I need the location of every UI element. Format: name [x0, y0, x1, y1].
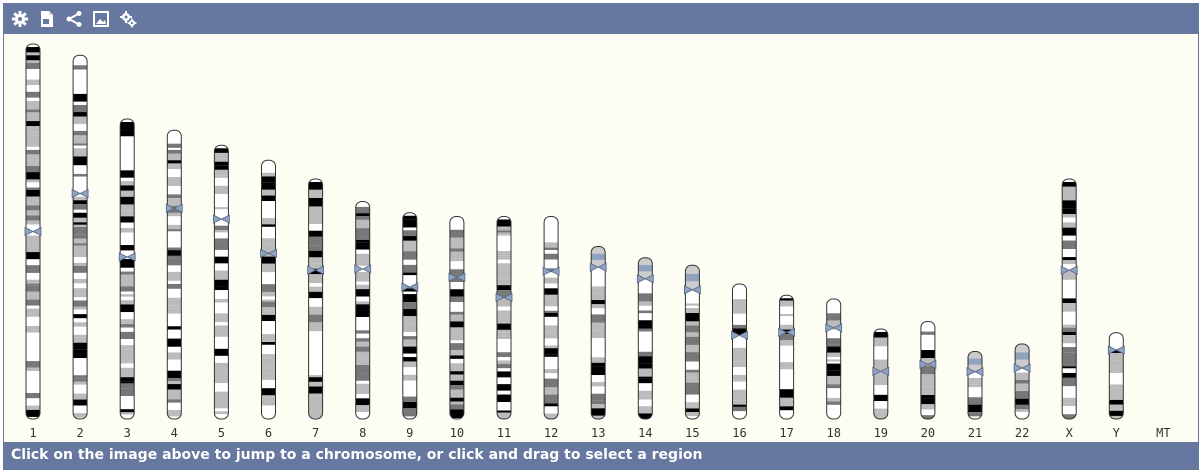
chromosome-2[interactable] [71, 54, 89, 420]
chromosome-label-8[interactable]: 8 [359, 426, 366, 440]
chromosome-label-18[interactable]: 18 [826, 426, 840, 440]
chromosome-3[interactable] [118, 118, 136, 422]
chromosome-7[interactable] [307, 178, 324, 420]
chromosome-label-9[interactable]: 9 [406, 426, 413, 440]
chromosome-8[interactable] [354, 201, 372, 420]
export-button[interactable] [37, 9, 57, 29]
chromosome-4[interactable] [165, 129, 183, 420]
chromosome-label-17[interactable]: 17 [779, 426, 793, 440]
chromosome-1[interactable] [24, 43, 42, 420]
chromosome-14[interactable] [636, 257, 654, 422]
instructions-text: Click on the image above to jump to a ch… [11, 447, 703, 463]
chromosome-17[interactable] [778, 294, 795, 420]
share-button[interactable] [64, 9, 84, 29]
chromosome-19[interactable] [872, 328, 890, 420]
chromosome-22[interactable] [1013, 343, 1031, 420]
gear-icon [12, 11, 28, 27]
karyotype-panel: 1 2 3 4 5 6 7 8 9 10 11 12 13 14 15 16 17 18 19 20 21 22 X Y MT … [3, 3, 1199, 470]
chromosome-label-15[interactable]: 15 [685, 426, 699, 440]
chromosome-label-14[interactable]: 14 [638, 426, 652, 440]
chromosome-16[interactable] [731, 283, 748, 420]
chromosome-12[interactable] [542, 216, 560, 422]
chromosome-label-21[interactable]: 21 [968, 426, 982, 440]
chromosome-15[interactable] [684, 264, 701, 420]
chromosome-11[interactable] [495, 216, 513, 420]
chromosome-5[interactable] [213, 144, 230, 420]
chromosome-label-16[interactable]: 16 [732, 426, 746, 440]
chromosome-label-y[interactable]: Y [1113, 426, 1121, 440]
chromosome-18[interactable] [825, 298, 843, 420]
chromosome-20[interactable] [919, 321, 937, 423]
instructions-bar: Click on the image above to jump to a ch… [4, 442, 1198, 469]
chromosome-label-3[interactable]: 3 [124, 426, 131, 440]
image-button[interactable] [91, 9, 111, 29]
chromosome-label-5[interactable]: 5 [218, 426, 225, 440]
chromosome-21[interactable] [966, 351, 984, 420]
configure-button[interactable] [10, 9, 30, 29]
chromosome-label-2[interactable]: 2 [76, 426, 83, 440]
chromosome-6[interactable] [260, 159, 277, 420]
chromosome-9[interactable] [401, 212, 419, 420]
share-icon [66, 11, 82, 27]
chromosome-label-11[interactable]: 11 [497, 426, 511, 440]
karyotype-image[interactable]: 1 2 3 4 5 6 7 8 9 10 11 12 13 14 15 16 17 18 19 20 21 22 X Y MT [4, 34, 1200, 444]
chromosome-label-mt[interactable]: MT [1156, 426, 1170, 440]
chromosome-label-13[interactable]: 13 [591, 426, 605, 440]
chromosome-label-12[interactable]: 12 [544, 426, 558, 440]
chromosome-10[interactable] [448, 216, 466, 420]
chromosome-label-6[interactable]: 6 [265, 426, 272, 440]
export-image-icon [41, 11, 53, 27]
chromosome-13[interactable] [589, 246, 607, 421]
chromosome-label-x[interactable]: X [1066, 426, 1074, 440]
chromosome-label-20[interactable]: 20 [921, 426, 935, 440]
settings-button[interactable] [118, 9, 138, 29]
chromosome-label-22[interactable]: 22 [1015, 426, 1029, 440]
toolbar [4, 4, 1198, 34]
chromosome-label-19[interactable]: 19 [874, 426, 888, 440]
chromosome-x[interactable] [1060, 178, 1078, 420]
chromosome-label-7[interactable]: 7 [312, 426, 319, 440]
chromosome-label-4[interactable]: 4 [171, 426, 178, 440]
settings-cog-icon [120, 11, 137, 28]
chromosome-y[interactable] [1107, 332, 1125, 422]
chromosome-label-10[interactable]: 10 [450, 426, 464, 440]
chromosome-label-1[interactable]: 1 [29, 426, 36, 440]
image-icon [93, 11, 109, 27]
